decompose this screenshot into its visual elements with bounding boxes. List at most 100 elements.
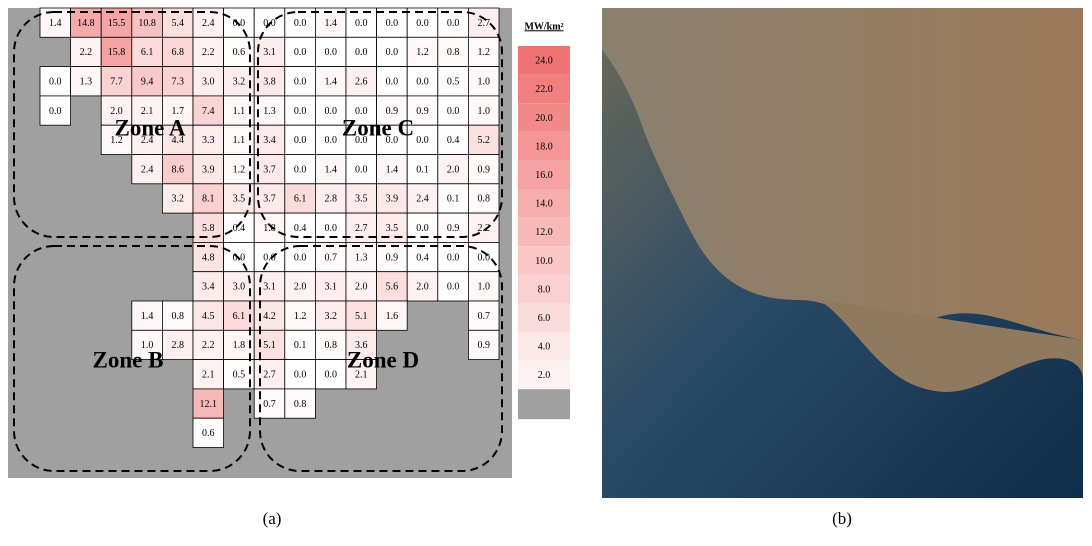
figure: 1.414.815.510.85.42.40.00.00.01.40.00.00… [0, 0, 1092, 546]
cell-value: 3.8 [263, 77, 276, 88]
cell-value: 3.0 [202, 77, 215, 88]
cell-value: 6.1 [233, 311, 246, 322]
cell-value: 10.8 [138, 18, 156, 29]
legend-label: 6.0 [538, 313, 551, 324]
cell-value: 0.0 [447, 106, 460, 117]
legend: MW/km²24.022.020.018.016.014.012.010.08.… [518, 8, 570, 419]
legend-label: 8.0 [538, 284, 551, 295]
cell-value: 0.0 [386, 18, 399, 29]
cell-value: 2.0 [355, 282, 368, 293]
zone-label: Zone C [342, 115, 414, 140]
cell-value: 3.5 [233, 194, 246, 205]
cell-value: 0.0 [447, 252, 460, 263]
cell-value: 5.8 [202, 223, 215, 234]
cell-value: 5.6 [386, 282, 399, 293]
cell-value: 2.7 [355, 223, 368, 234]
cell-value: 3.4 [263, 135, 276, 146]
cell-value: 1.3 [80, 77, 93, 88]
cell-value: 0.0 [477, 252, 490, 263]
cell-value: 0.5 [447, 77, 460, 88]
cell-value: 7.4 [202, 106, 215, 117]
page: 1.414.815.510.85.42.40.00.00.01.40.00.00… [0, 0, 1092, 546]
cell-value: 0.9 [416, 106, 429, 117]
caption: (b) [832, 509, 852, 528]
cell-value: 0.0 [294, 135, 307, 146]
cell-value: 1.4 [324, 18, 337, 29]
cell-value: 0.4 [294, 223, 307, 234]
cell-value: 3.2 [324, 311, 337, 322]
zone-label: Zone A [115, 115, 186, 140]
cell-value: 12.1 [200, 399, 218, 410]
cell-value: 0.0 [294, 252, 307, 263]
cell-value: 2.0 [447, 164, 460, 175]
cell-value: 6.1 [141, 47, 154, 58]
cell-value: 0.0 [294, 77, 307, 88]
cell-value: 0.0 [416, 135, 429, 146]
cell-value: 3.1 [324, 282, 337, 293]
caption: (a) [263, 509, 282, 528]
cell-value: 2.0 [294, 282, 307, 293]
cell-value: 3.7 [263, 194, 276, 205]
legend-label: 10.0 [535, 256, 553, 267]
cell-value: 0.9 [477, 340, 490, 351]
cell-value: 3.2 [171, 194, 184, 205]
cell-value: 0.0 [386, 77, 399, 88]
legend-swatch [518, 389, 570, 419]
zone-label: Zone D [347, 347, 419, 372]
cell-value: 0.0 [416, 18, 429, 29]
cell-value: 0.8 [447, 47, 460, 58]
cell-value: 0.0 [416, 223, 429, 234]
cell-value: 6.1 [294, 194, 307, 205]
legend-title: MW/km² [524, 21, 563, 32]
cell-value: 0.6 [202, 428, 215, 439]
cell-value: 1.3 [263, 106, 276, 117]
cell-value: 0.0 [355, 164, 368, 175]
cell-value: 4.5 [202, 311, 215, 322]
cell-value: 1.1 [233, 106, 246, 117]
cell-value: 0.9 [477, 164, 490, 175]
cell-value: 1.4 [324, 77, 337, 88]
cell-value: 0.4 [416, 252, 429, 263]
cell-value: 4.8 [202, 252, 215, 263]
cell-value: 0.9 [386, 252, 399, 263]
cell-value: 0.0 [294, 106, 307, 117]
cell-value: 0.7 [324, 252, 337, 263]
cell-value: 0.6 [233, 47, 246, 58]
cell-value: 0.0 [294, 370, 307, 381]
cell-value: 0.8 [171, 311, 184, 322]
cell-value: 0.5 [233, 370, 246, 381]
satellite-image [602, 8, 1083, 498]
cell-value: 0.1 [294, 340, 307, 351]
zone-label: Zone B [93, 347, 164, 372]
cell-value: 7.7 [110, 77, 123, 88]
cell-value: 9.4 [141, 77, 154, 88]
cell-value: 0.0 [324, 223, 337, 234]
cell-value: 1.6 [386, 311, 399, 322]
cell-value: 7.3 [171, 77, 184, 88]
cell-value: 0.7 [263, 399, 276, 410]
legend-label: 12.0 [535, 227, 553, 238]
cell-value: 14.8 [77, 18, 95, 29]
cell-value: 1.2 [477, 47, 490, 58]
cell-value: 8.1 [202, 194, 215, 205]
cell-value: 2.8 [171, 340, 184, 351]
legend-label: 2.0 [538, 370, 551, 381]
cell-value: 0.0 [263, 252, 276, 263]
cell-value: 3.3 [202, 135, 215, 146]
cell-value: 5.1 [263, 340, 276, 351]
cell-value: 3.1 [263, 282, 276, 293]
cell-value: 15.8 [108, 47, 126, 58]
cell-value: 1.0 [477, 282, 490, 293]
legend-label: 24.0 [535, 56, 553, 67]
legend-label: 18.0 [535, 141, 553, 152]
cell-value: 0.0 [324, 135, 337, 146]
cell-value: 8.6 [171, 164, 184, 175]
legend-label: 16.0 [535, 170, 553, 181]
cell-value: 0.4 [447, 135, 460, 146]
cell-value: 0.8 [477, 194, 490, 205]
cell-value: 0.7 [477, 311, 490, 322]
cell-value: 0.0 [355, 18, 368, 29]
cell-value: 2.2 [202, 47, 215, 58]
cell-value: 3.5 [355, 194, 368, 205]
cell-value: 3.9 [386, 194, 399, 205]
